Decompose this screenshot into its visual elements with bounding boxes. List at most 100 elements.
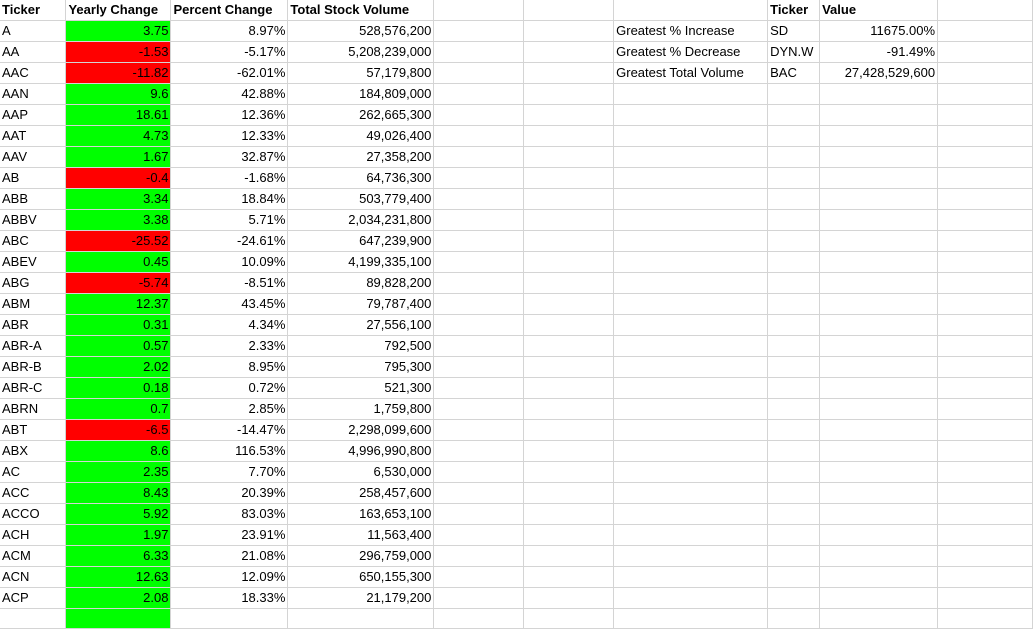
header-ticker[interactable]: Ticker [0,0,67,21]
cell-yearly-change[interactable]: -6.5 [65,419,172,441]
cell-total-volume[interactable]: 296,759,000 [287,545,435,567]
empty-cell[interactable] [937,209,1033,231]
cell-total-volume[interactable]: 647,239,900 [287,230,435,252]
empty-cell[interactable] [523,251,615,273]
cell-ticker[interactable]: ABEV [0,251,67,273]
empty-cell[interactable] [767,482,821,504]
cell-ticker[interactable]: ABX [0,440,67,462]
cell-yearly-change[interactable]: 4.73 [65,125,172,147]
empty-cell[interactable] [937,566,1033,588]
empty-cell[interactable] [937,188,1033,210]
empty-cell[interactable] [523,587,615,609]
empty-cell[interactable] [767,104,821,126]
empty-cell[interactable] [937,503,1033,525]
empty-cell[interactable] [767,83,821,105]
empty-cell[interactable] [613,398,769,420]
empty-cell[interactable] [767,419,821,441]
empty-cell[interactable] [613,440,769,462]
empty-cell[interactable] [767,461,821,483]
empty-cell[interactable] [523,230,615,252]
empty-cell[interactable] [523,104,615,126]
cell-total-volume[interactable]: 4,199,335,100 [287,251,435,273]
summary-value[interactable]: 11675.00% [819,20,939,42]
empty-cell[interactable] [819,461,939,483]
empty-cell[interactable] [433,251,525,273]
cell-total-volume[interactable]: 792,500 [287,335,435,357]
empty-cell[interactable] [767,398,821,420]
header-total-volume[interactable]: Total Stock Volume [287,0,435,21]
empty-cell[interactable] [613,104,769,126]
empty-cell[interactable] [523,188,615,210]
cell-total-volume[interactable]: 184,809,000 [287,83,435,105]
cell-ticker[interactable]: ABR-A [0,335,67,357]
cell-total-volume[interactable]: 262,665,300 [287,104,435,126]
empty-cell[interactable] [523,398,615,420]
empty-cell[interactable] [937,20,1033,42]
empty-cell[interactable] [523,167,615,189]
cell-total-volume[interactable]: 528,576,200 [287,20,435,42]
cell-yearly-change[interactable]: 1.97 [65,524,172,546]
empty-cell[interactable] [433,314,525,336]
empty-cell[interactable] [819,587,939,609]
cell-total-volume[interactable]: 2,298,099,600 [287,419,435,441]
cell-percent-change[interactable]: 23.91% [170,524,289,546]
empty-cell[interactable] [433,608,525,629]
cell-ticker[interactable]: ABRN [0,398,67,420]
empty-cell[interactable] [613,230,769,252]
cell-yearly-change[interactable]: 0.7 [65,398,172,420]
empty-cell[interactable] [937,377,1033,399]
cell-total-volume[interactable]: 2,034,231,800 [287,209,435,231]
cell-yearly-change[interactable]: 3.75 [65,20,172,42]
cell-yearly-change[interactable]: 2.02 [65,356,172,378]
empty-cell[interactable] [937,125,1033,147]
cell-percent-change[interactable]: -8.51% [170,272,289,294]
summary-value[interactable]: -91.49% [819,41,939,63]
empty-cell[interactable] [287,608,435,629]
header-summary-ticker[interactable]: Ticker [767,0,821,21]
empty-cell[interactable] [523,335,615,357]
empty-cell[interactable] [613,419,769,441]
cell-total-volume[interactable]: 64,736,300 [287,167,435,189]
cell-ticker[interactable]: AA [0,41,67,63]
empty-cell[interactable] [767,293,821,315]
empty-cell[interactable] [433,83,525,105]
empty-cell[interactable] [937,272,1033,294]
cell-percent-change[interactable]: -5.17% [170,41,289,63]
cell-ticker[interactable]: AAV [0,146,67,168]
summary-ticker[interactable]: BAC [767,62,821,84]
empty-cell[interactable] [523,356,615,378]
cell-total-volume[interactable]: 6,530,000 [287,461,435,483]
cell-percent-change[interactable]: 10.09% [170,251,289,273]
empty-cell[interactable] [523,503,615,525]
empty-cell[interactable] [819,251,939,273]
empty-cell[interactable] [937,419,1033,441]
empty-cell[interactable] [937,293,1033,315]
cell-total-volume[interactable]: 11,563,400 [287,524,435,546]
empty-cell[interactable] [937,230,1033,252]
empty-cell[interactable] [767,524,821,546]
empty-cell[interactable] [433,0,525,21]
cell-ticker[interactable]: ACP [0,587,67,609]
cell-total-volume[interactable]: 650,155,300 [287,566,435,588]
empty-cell[interactable] [613,146,769,168]
empty-cell[interactable] [613,566,769,588]
empty-cell[interactable] [65,608,172,629]
empty-cell[interactable] [613,461,769,483]
empty-cell[interactable] [767,188,821,210]
empty-cell[interactable] [613,524,769,546]
empty-cell[interactable] [433,209,525,231]
empty-cell[interactable] [819,272,939,294]
cell-yearly-change[interactable]: 2.35 [65,461,172,483]
empty-cell[interactable] [937,314,1033,336]
cell-total-volume[interactable]: 258,457,600 [287,482,435,504]
cell-percent-change[interactable]: 42.88% [170,83,289,105]
cell-total-volume[interactable]: 795,300 [287,356,435,378]
empty-cell[interactable] [819,125,939,147]
empty-cell[interactable] [819,104,939,126]
cell-ticker[interactable]: ABT [0,419,67,441]
cell-ticker[interactable]: ABR-C [0,377,67,399]
cell-percent-change[interactable]: -62.01% [170,62,289,84]
cell-yearly-change[interactable]: 18.61 [65,104,172,126]
cell-percent-change[interactable]: 0.72% [170,377,289,399]
empty-cell[interactable] [433,230,525,252]
